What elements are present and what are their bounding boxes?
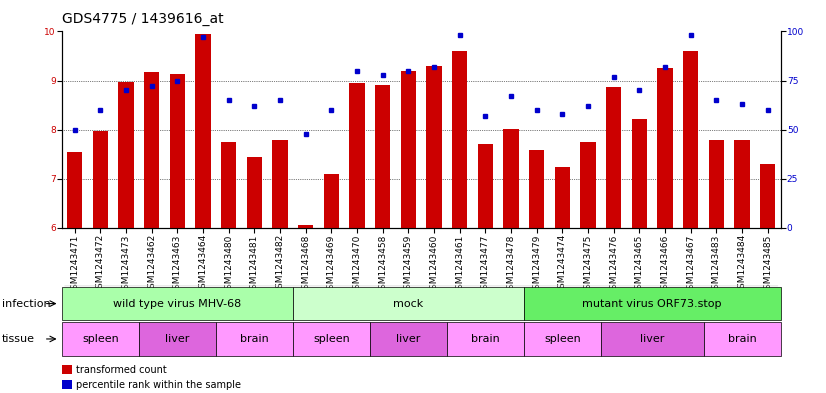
- Bar: [709, 140, 724, 228]
- Bar: [93, 130, 108, 228]
- Bar: [247, 157, 262, 228]
- Text: mock: mock: [393, 299, 424, 309]
- Text: spleen: spleen: [82, 334, 119, 344]
- Text: brain: brain: [471, 334, 500, 344]
- Bar: [555, 167, 570, 228]
- Text: liver: liver: [165, 334, 190, 344]
- Bar: [273, 140, 287, 228]
- Text: liver: liver: [640, 334, 664, 344]
- Bar: [581, 142, 596, 228]
- Bar: [349, 83, 365, 228]
- Bar: [632, 119, 647, 228]
- Bar: [529, 150, 544, 228]
- Text: brain: brain: [240, 334, 268, 344]
- Bar: [606, 87, 621, 228]
- Text: wild type virus MHV-68: wild type virus MHV-68: [113, 299, 241, 309]
- Bar: [118, 82, 134, 228]
- Bar: [760, 164, 776, 228]
- Bar: [503, 129, 519, 228]
- Bar: [683, 51, 699, 228]
- Text: GDS4775 / 1439616_at: GDS4775 / 1439616_at: [62, 12, 224, 26]
- Bar: [144, 72, 159, 228]
- Bar: [657, 68, 672, 228]
- Bar: [375, 86, 391, 228]
- Text: liver: liver: [396, 334, 420, 344]
- Text: transformed count: transformed count: [76, 365, 167, 375]
- Bar: [67, 152, 83, 228]
- Text: percentile rank within the sample: percentile rank within the sample: [76, 380, 241, 389]
- Bar: [426, 66, 442, 228]
- Text: infection: infection: [2, 299, 50, 309]
- Bar: [452, 51, 468, 228]
- Text: tissue: tissue: [2, 334, 35, 344]
- Text: spleen: spleen: [313, 334, 349, 344]
- Text: spleen: spleen: [544, 334, 581, 344]
- Bar: [324, 174, 339, 228]
- Bar: [196, 34, 211, 228]
- Bar: [477, 144, 493, 228]
- Text: brain: brain: [728, 334, 757, 344]
- Bar: [298, 226, 313, 228]
- Bar: [221, 142, 236, 228]
- Bar: [734, 140, 750, 228]
- Bar: [170, 74, 185, 228]
- Bar: [401, 71, 416, 228]
- Text: mutant virus ORF73.stop: mutant virus ORF73.stop: [582, 299, 722, 309]
